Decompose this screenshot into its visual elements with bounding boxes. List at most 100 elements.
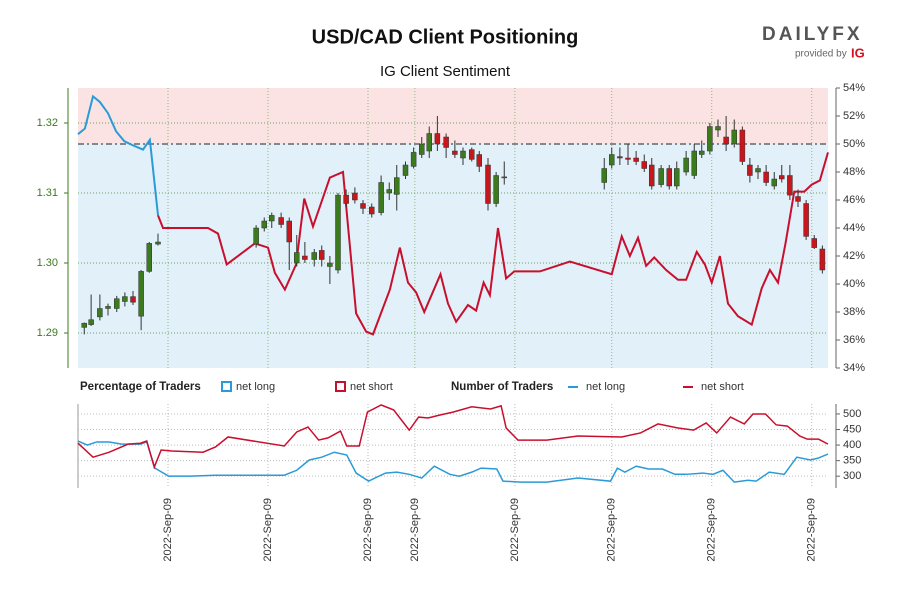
candle-body <box>476 154 482 167</box>
bg-above <box>78 88 828 144</box>
candle-body <box>811 238 817 248</box>
chart-title: USD/CAD Client Positioning <box>312 26 579 48</box>
x-tick-label: 2022-Sep-09 <box>509 498 521 562</box>
y-tick-label: 350 <box>843 455 861 467</box>
candle-body <box>130 296 136 303</box>
y-tick-label: 300 <box>843 470 861 482</box>
candle-body <box>97 308 103 318</box>
candle-body <box>683 157 689 173</box>
y2-tick-label: 40% <box>843 278 865 290</box>
brand: DAILYFX <box>762 24 863 45</box>
candle-body <box>795 196 801 202</box>
y-tick-label: 1.30 <box>37 257 58 269</box>
candle-body <box>426 133 432 152</box>
y2-tick-label: 42% <box>843 250 865 262</box>
legend-label: net short <box>350 381 393 393</box>
candle-body <box>319 250 325 260</box>
candle-body <box>122 296 128 302</box>
candle-body <box>739 129 746 162</box>
candle-body <box>443 136 449 148</box>
series-line <box>77 94 159 216</box>
candle-body <box>787 175 793 196</box>
x-tick-label: 2022-Sep-09 <box>606 498 618 562</box>
y-tick-label: 1.32 <box>37 117 58 129</box>
candle-body <box>114 298 120 309</box>
bg-below <box>78 144 828 368</box>
y2-tick-label: 34% <box>843 362 865 374</box>
candle-body <box>747 164 753 176</box>
series-line <box>157 152 829 336</box>
candle-body <box>105 306 111 309</box>
candle-body <box>617 156 623 159</box>
candle-body <box>335 194 341 271</box>
candle-body <box>609 154 615 166</box>
y-tick-label: 400 <box>843 439 861 451</box>
candle-body <box>88 319 94 325</box>
x-tick-label: 2022-Sep-09 <box>262 498 274 562</box>
candle-body <box>460 150 466 159</box>
candle-body <box>419 143 425 155</box>
legend-title: Percentage of Traders <box>80 381 201 393</box>
candle-body <box>386 189 392 194</box>
candle-body <box>699 150 705 155</box>
candle-body <box>261 220 267 229</box>
candle-body <box>601 168 607 183</box>
candle-body <box>269 215 275 222</box>
candle-body <box>493 175 499 204</box>
candle-body <box>755 168 761 173</box>
y2-tick-label: 52% <box>843 110 865 122</box>
series-line <box>77 440 829 483</box>
candle-body <box>625 157 631 160</box>
y2-tick-label: 46% <box>843 194 865 206</box>
x-tick-label: 2022-Sep-09 <box>806 498 818 562</box>
candle-body <box>253 227 259 245</box>
legend-label: net long <box>586 381 625 393</box>
candle-body <box>674 168 680 187</box>
candle-body <box>294 252 300 264</box>
legend-swatch <box>335 381 346 392</box>
y2-tick-label: 54% <box>843 82 865 94</box>
candle-body <box>641 161 647 169</box>
candle-body <box>402 164 409 176</box>
candle-body <box>452 150 458 155</box>
y-tick-label: 500 <box>843 408 861 420</box>
candle-body <box>691 150 697 176</box>
candle-body <box>501 176 507 179</box>
candle-body <box>369 206 375 215</box>
candle-body <box>146 243 152 272</box>
candle-body <box>649 164 655 187</box>
legend-swatch <box>221 381 232 392</box>
candle-body <box>311 252 317 260</box>
candle-body <box>394 177 400 195</box>
candle-body <box>666 168 672 187</box>
chart-subtitle: IG Client Sentiment <box>380 63 511 80</box>
x-tick-label: 2022-Sep-09 <box>409 498 421 562</box>
provider: IG <box>851 45 865 60</box>
y-tick-label: 1.31 <box>37 187 58 199</box>
y2-tick-label: 50% <box>843 138 865 150</box>
candle-body <box>81 322 87 328</box>
series-line <box>77 404 829 470</box>
candle-body <box>803 203 809 237</box>
candle-body <box>658 168 664 185</box>
candle-body <box>352 192 358 201</box>
candle-body <box>410 152 417 167</box>
y2-tick-label: 44% <box>843 222 865 234</box>
provided-by: provided by <box>795 49 847 60</box>
legend-label: net long <box>236 381 275 393</box>
y2-tick-label: 38% <box>843 306 865 318</box>
legend-title: Number of Traders <box>451 381 553 393</box>
y-tick-label: 1.29 <box>37 327 58 339</box>
legend-label: net short <box>701 381 744 393</box>
y2-tick-label: 36% <box>843 334 865 346</box>
candle-body <box>485 164 491 204</box>
x-tick-label: 2022-Sep-09 <box>362 498 374 562</box>
candle-body <box>633 157 639 162</box>
candle-body <box>155 241 161 245</box>
candle-body <box>286 220 292 243</box>
y-tick-label: 450 <box>843 423 861 435</box>
candle-body <box>469 149 475 160</box>
x-tick-label: 2022-Sep-09 <box>162 498 174 562</box>
candle-body <box>378 182 384 213</box>
